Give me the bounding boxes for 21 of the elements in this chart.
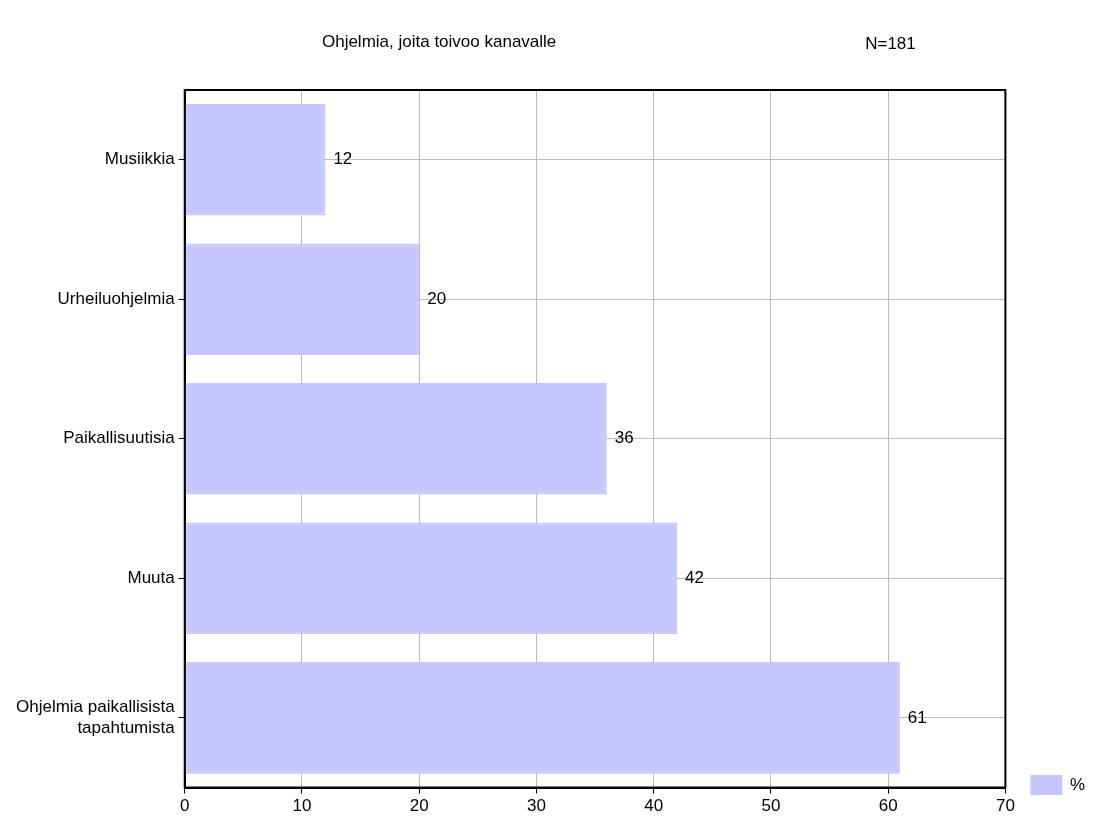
x-tick-label: 30 xyxy=(526,796,546,816)
x-tick-label: 60 xyxy=(878,796,898,816)
text: N=181 xyxy=(865,33,916,53)
data-label: 42 xyxy=(685,568,705,588)
data-label: 12 xyxy=(333,149,353,169)
y-tick-label: Muuta xyxy=(127,568,176,588)
x-tick-label: 10 xyxy=(292,796,312,816)
data-label: 36 xyxy=(614,428,634,448)
x-tick-label: 70 xyxy=(995,796,1015,816)
x-tick-label: 0 xyxy=(179,796,190,816)
chart-title: Ohjelmia, joita toivoo kanavalle xyxy=(321,31,557,51)
legend-label: % xyxy=(1069,774,1086,794)
x-tick-label: 50 xyxy=(761,796,781,816)
x-tick-label: 20 xyxy=(409,796,429,816)
x-tick-label: 40 xyxy=(644,796,664,816)
y-tick-label: Paikallisuutisia xyxy=(63,428,176,448)
y-tick-label: Urheiluohjelmia xyxy=(57,288,176,308)
data-label: 20 xyxy=(427,288,447,308)
y-tick-label: Ohjelmia paikallisista tapahtumista xyxy=(15,697,176,737)
data-label: 61 xyxy=(907,707,927,727)
y-tick-label: Musiikkia xyxy=(104,149,176,169)
